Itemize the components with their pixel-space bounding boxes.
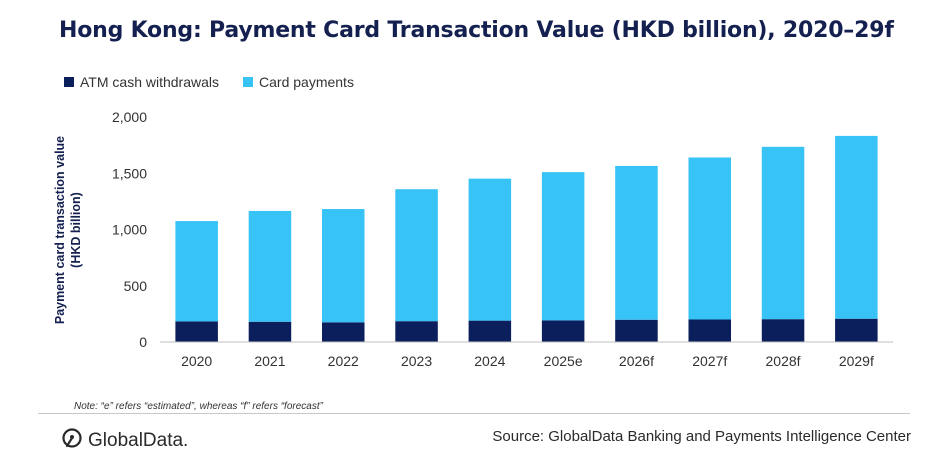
y-axis-ticks: 0 500 1,000 1,500 2,000 (112, 109, 147, 350)
x-tick-label: 2028f (766, 353, 801, 369)
bar-atm-cash-withdrawals (248, 321, 292, 342)
bar-card-payments (248, 210, 292, 322)
bar-card-payments (321, 209, 365, 323)
legend-swatch-atm (64, 77, 74, 87)
bar-card-payments (468, 178, 512, 321)
y-axis-title-line2: (HKD billion) (69, 192, 83, 268)
x-tick-label: 2025e (544, 353, 583, 369)
x-tick-label: 2024 (474, 353, 505, 369)
bar-card-payments (615, 165, 658, 320)
bar-atm-cash-withdrawals (761, 319, 805, 342)
footnote: Note: “e” refers “estimated”, whereas “f… (74, 401, 323, 412)
x-tick-label: 2021 (254, 353, 285, 369)
logo-text: GlobalData. (88, 429, 189, 451)
y-tick-label: 500 (124, 278, 148, 294)
y-axis-title-line1: Payment card transaction value (53, 136, 67, 324)
bar-atm-cash-withdrawals (175, 321, 218, 342)
y-tick-label: 0 (139, 334, 147, 350)
globaldata-logo: GlobalData. (60, 426, 188, 455)
bar-atm-cash-withdrawals (395, 321, 438, 342)
bar-atm-cash-withdrawals (321, 322, 365, 342)
x-tick-label: 2020 (181, 353, 212, 369)
y-axis-title: Payment card transaction value (HKD bill… (53, 136, 83, 324)
legend-swatch-card (243, 77, 254, 87)
globaldata-logo-icon (60, 426, 84, 455)
x-tick-label: 2026f (619, 353, 654, 369)
bar-card-payments (395, 189, 438, 322)
x-tick-label: 2022 (328, 353, 359, 369)
x-tick-label: 2029f (839, 353, 874, 369)
y-tick-label: 1,500 (112, 165, 147, 181)
bar-card-payments (761, 146, 805, 320)
bar-card-payments (688, 157, 732, 320)
x-tick-label: 2027f (692, 353, 727, 369)
y-tick-label: 1,000 (112, 222, 147, 238)
legend-item-card: Card payments (243, 74, 354, 90)
bar-atm-cash-withdrawals (615, 319, 658, 342)
bar-atm-cash-withdrawals (835, 318, 878, 342)
x-tick-label: 2023 (401, 353, 432, 369)
x-axis-ticks: 2020 2021 2022 2023 2024 2025e 2026f 2027f 2028f… (181, 353, 874, 369)
legend-item-atm: ATM cash withdrawals (64, 74, 219, 90)
bars (175, 135, 878, 342)
source-text: Source: GlobalData Banking and Payments … (492, 428, 911, 445)
bar-card-payments (175, 221, 218, 322)
chart-plot: Payment card transaction value (HKD bill… (53, 109, 893, 369)
bar-card-payments (835, 135, 878, 319)
legend: ATM cash withdrawals Card payments (64, 74, 378, 90)
bar-atm-cash-withdrawals (468, 320, 512, 342)
y-tick-label: 2,000 (112, 109, 147, 125)
bar-card-payments (541, 172, 585, 321)
legend-label-atm: ATM cash withdrawals (80, 74, 220, 90)
divider (38, 413, 910, 414)
chart-title: Hong Kong: Payment Card Transaction Valu… (59, 18, 894, 43)
bar-atm-cash-withdrawals (688, 319, 732, 342)
legend-label-card: Card payments (259, 74, 354, 90)
bar-atm-cash-withdrawals (541, 320, 585, 342)
